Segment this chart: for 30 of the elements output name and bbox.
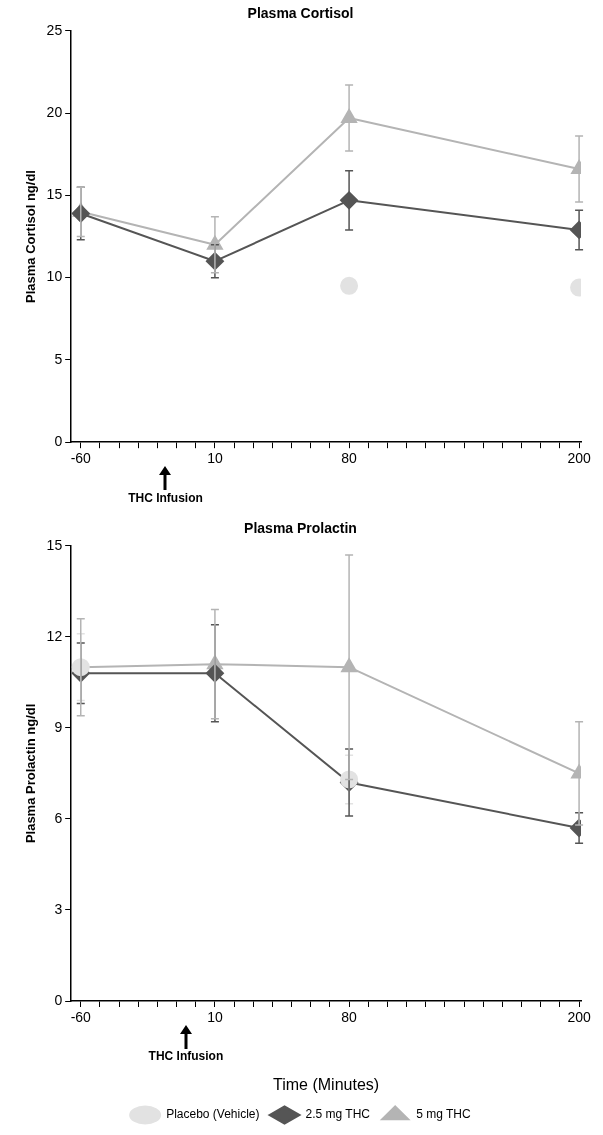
legend-label: Placebo (Vehicle) <box>166 1107 260 1122</box>
y-tick-label: 0 <box>54 991 63 1008</box>
y-tick-label: 5 <box>54 350 63 367</box>
legend-label: 5 mg THC <box>416 1107 471 1122</box>
x-tick-label: 200 <box>567 1009 591 1026</box>
y-tick-label: 0 <box>54 433 63 450</box>
x-tick-label: 80 <box>341 1009 358 1026</box>
y-axis-title: Plasma Prolactin ng/dl <box>23 703 39 844</box>
chart-title: Plasma Cortisol <box>247 5 354 22</box>
x-tick-label: -60 <box>70 450 92 467</box>
text: THC Infusion <box>148 1049 224 1064</box>
y-tick-label: 15 <box>46 186 63 203</box>
y-tick-label: 9 <box>54 718 63 735</box>
y-tick-label: 10 <box>46 268 63 285</box>
y-tick-label: 3 <box>54 900 63 917</box>
y-tick-label: 6 <box>54 809 63 826</box>
y-tick-label: 20 <box>46 103 63 120</box>
x-tick-label: 80 <box>341 450 358 467</box>
x-tick-label: 10 <box>207 450 223 467</box>
y-tick-label: 12 <box>46 627 63 644</box>
legend-label: 2.5 mg THC <box>305 1107 371 1122</box>
x-axis-title: Time (Minutes) <box>273 1075 380 1093</box>
y-tick-label: 15 <box>46 536 63 553</box>
chart-title: Plasma Prolactin <box>244 520 357 537</box>
x-tick-label: 200 <box>567 450 591 467</box>
text: THC Infusion <box>128 490 203 505</box>
y-axis-title: Plasma Cortisol ng/dl <box>23 170 39 303</box>
y-tick-label: 25 <box>46 21 63 38</box>
x-tick-label: -60 <box>70 1009 92 1026</box>
x-tick-label: 10 <box>207 1009 223 1026</box>
